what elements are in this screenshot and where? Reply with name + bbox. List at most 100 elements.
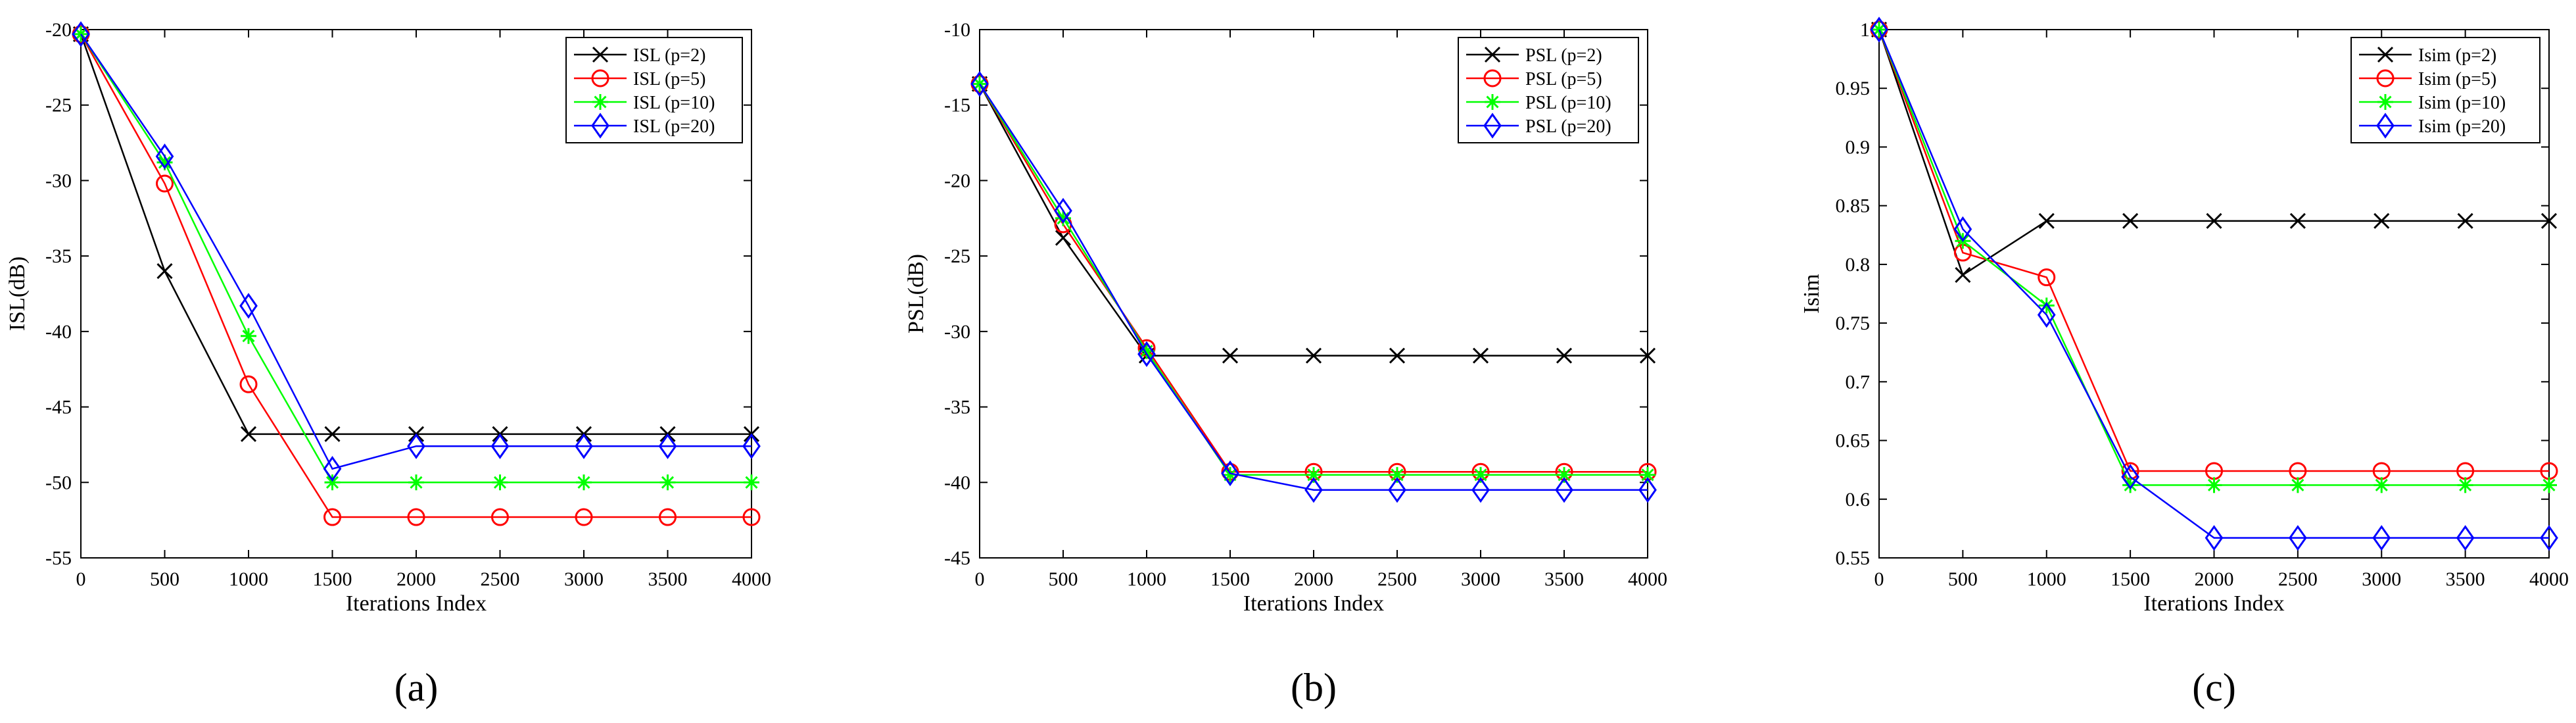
y-tick-label: 0.6 bbox=[1846, 489, 1871, 511]
series-line bbox=[80, 34, 751, 470]
x-tick-label: 1500 bbox=[313, 568, 352, 590]
data-point bbox=[2540, 212, 2558, 229]
data-point bbox=[2289, 212, 2306, 229]
x-tick-label: 2500 bbox=[1377, 568, 1417, 590]
y-tick-label: -45 bbox=[45, 397, 72, 418]
series-line bbox=[1878, 29, 2549, 539]
data-point bbox=[407, 508, 425, 526]
legend-marker bbox=[2377, 94, 2393, 110]
legend-entry: Isim (p=10) bbox=[2418, 93, 2506, 113]
y-tick-label: -20 bbox=[45, 19, 72, 41]
data-point bbox=[1556, 347, 1573, 364]
data-point bbox=[2456, 525, 2475, 551]
data-point bbox=[1953, 216, 1972, 242]
x-tick-label: 2000 bbox=[1294, 568, 1333, 590]
legend-entry: PSL (p=5) bbox=[1525, 69, 1602, 89]
legend-entry: Isim (p=5) bbox=[2418, 69, 2496, 89]
data-point bbox=[1055, 230, 1072, 246]
panel-label: (c) bbox=[2192, 666, 2236, 709]
data-point bbox=[2457, 212, 2473, 229]
x-axis-label: Iterations Index bbox=[2143, 591, 2284, 616]
data-point bbox=[1556, 466, 1572, 483]
data-point bbox=[2121, 464, 2139, 490]
legend-marker bbox=[1484, 46, 1501, 63]
y-tick-label: -40 bbox=[45, 321, 72, 343]
data-point bbox=[1388, 477, 1406, 503]
data-point bbox=[970, 70, 989, 97]
y-tick-label: 0.55 bbox=[1836, 547, 1871, 569]
panel-label: (b) bbox=[1291, 666, 1337, 709]
x-tick-label: 4000 bbox=[1628, 568, 1667, 590]
data-point bbox=[1054, 197, 1072, 224]
data-point bbox=[2373, 212, 2390, 229]
data-point bbox=[2540, 525, 2558, 551]
y-tick-label: -45 bbox=[944, 547, 970, 569]
data-point bbox=[2289, 525, 2307, 551]
data-point bbox=[1389, 347, 1406, 364]
data-point bbox=[2373, 477, 2390, 493]
x-tick-label: 2500 bbox=[2278, 568, 2318, 590]
y-tick-label: -15 bbox=[944, 95, 970, 116]
y-tick-label: -25 bbox=[45, 95, 72, 116]
x-tick-label: 500 bbox=[150, 568, 179, 590]
data-point bbox=[1472, 347, 1489, 364]
data-point bbox=[659, 474, 676, 491]
data-point bbox=[492, 474, 508, 491]
chart-panel-3: 0 500 1000 1500 2000 2500 3000 3500 4000 0.55 0.6 0… bbox=[1800, 16, 2569, 709]
data-point bbox=[972, 76, 988, 92]
data-point bbox=[490, 433, 510, 459]
data-point bbox=[72, 21, 90, 47]
data-point bbox=[407, 433, 425, 459]
data-point bbox=[1389, 466, 1405, 483]
data-point bbox=[1306, 466, 1322, 483]
x-tick-label: 3000 bbox=[1461, 568, 1500, 590]
data-point bbox=[324, 474, 341, 491]
y-tick-label: 0.75 bbox=[1836, 312, 1871, 334]
data-point bbox=[1222, 347, 1239, 364]
legend-marker bbox=[1483, 112, 1502, 139]
y-tick-label: -30 bbox=[944, 321, 970, 343]
legend-marker bbox=[592, 46, 609, 63]
legend-entry: PSL (p=10) bbox=[1525, 93, 1611, 113]
legend-marker bbox=[2376, 69, 2395, 87]
data-point bbox=[575, 508, 593, 526]
x-tick-label: 2500 bbox=[481, 568, 520, 590]
y-axis-label: Isim bbox=[1800, 274, 1824, 313]
data-point bbox=[659, 508, 677, 526]
y-tick-label: 0.65 bbox=[1836, 430, 1871, 452]
data-point bbox=[1137, 341, 1156, 367]
data-point bbox=[239, 293, 258, 319]
legend-entry: Isim (p=20) bbox=[2418, 116, 2506, 137]
series-line bbox=[978, 83, 1648, 491]
data-point bbox=[1222, 466, 1238, 483]
legend-marker bbox=[1483, 69, 1502, 87]
data-point bbox=[742, 508, 761, 526]
data-point bbox=[323, 508, 341, 526]
data-point bbox=[491, 508, 509, 526]
x-tick-label: 500 bbox=[1948, 568, 1978, 590]
data-point bbox=[2122, 212, 2139, 229]
x-tick-label: 3000 bbox=[564, 568, 604, 590]
x-tick-label: 1000 bbox=[229, 568, 268, 590]
data-point bbox=[576, 474, 592, 491]
data-point bbox=[155, 143, 174, 170]
x-tick-label: 2000 bbox=[2195, 568, 2234, 590]
legend-marker bbox=[2377, 46, 2394, 63]
series-line bbox=[1878, 29, 2549, 472]
legend-entry: PSL (p=20) bbox=[1525, 116, 1611, 137]
data-point bbox=[156, 263, 173, 280]
panel-label: (a) bbox=[394, 666, 439, 709]
data-point bbox=[1473, 466, 1489, 483]
data-point bbox=[1870, 16, 1888, 43]
data-point bbox=[658, 433, 677, 459]
y-axis-label: PSL(dB) bbox=[904, 254, 928, 334]
y-tick-label: 0.7 bbox=[1846, 371, 1871, 393]
data-point bbox=[240, 426, 257, 442]
legend: ISL (p=2) ISL (p=5) ISL (p=10) ISL (p=20) bbox=[565, 37, 743, 143]
data-point bbox=[156, 174, 174, 193]
legend-entry: ISL (p=20) bbox=[633, 116, 715, 137]
y-tick-label: -30 bbox=[45, 170, 72, 191]
data-point bbox=[1471, 477, 1490, 503]
data-point bbox=[2038, 297, 2055, 314]
